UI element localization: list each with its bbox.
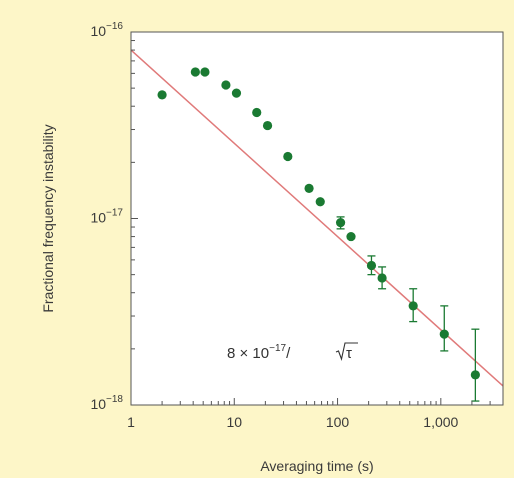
y-tick-label: 10−17 bbox=[90, 208, 123, 226]
data-point bbox=[190, 67, 200, 77]
data-point bbox=[377, 273, 387, 283]
data-point bbox=[283, 151, 293, 162]
data-point bbox=[304, 183, 314, 194]
sqrt-sign bbox=[335, 342, 358, 361]
x-tick-label: 1 bbox=[127, 414, 135, 430]
fit-line bbox=[130, 49, 504, 387]
data-point bbox=[157, 90, 167, 100]
data-point bbox=[335, 218, 346, 228]
data-point bbox=[200, 67, 210, 77]
data-point bbox=[315, 197, 325, 207]
data-point bbox=[252, 107, 262, 118]
data-point bbox=[439, 329, 449, 339]
x-tick-label: 10 bbox=[226, 414, 242, 430]
data-point bbox=[221, 80, 231, 90]
x-tick-label: 1,000 bbox=[423, 414, 458, 430]
data-point bbox=[408, 301, 418, 311]
data-point bbox=[366, 260, 377, 271]
fit-label-slash: / bbox=[286, 345, 291, 362]
fit-annotation: 8 × 10−17/ τ bbox=[227, 342, 358, 362]
y-tick-label: 10−18 bbox=[90, 394, 123, 412]
x-tick-label: 100 bbox=[326, 414, 350, 430]
data-point bbox=[470, 370, 480, 380]
y-tick-label: 10−16 bbox=[90, 21, 123, 39]
data-point bbox=[346, 231, 356, 242]
fit-label-tau: τ bbox=[346, 345, 352, 362]
data-point bbox=[231, 88, 242, 98]
fit-label-prefix: 8 × 10 bbox=[227, 345, 269, 362]
fit-label-exponent: −17 bbox=[269, 343, 286, 354]
data-point bbox=[262, 120, 273, 131]
x-axis-label: Averaging time (s) bbox=[260, 458, 373, 474]
y-axis-label: Fractional frequency instability bbox=[40, 124, 56, 312]
fit-annotation-text: 8 × 10−17/ bbox=[227, 343, 291, 362]
